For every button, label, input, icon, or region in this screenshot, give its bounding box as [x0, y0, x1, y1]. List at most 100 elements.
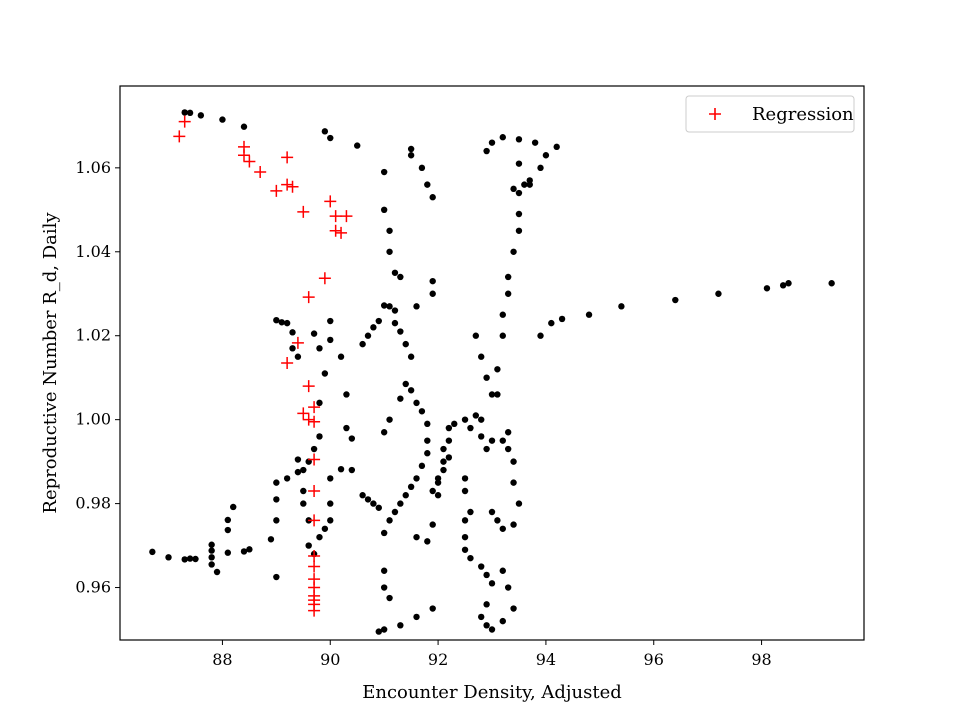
data-point [521, 181, 528, 188]
data-point [305, 542, 312, 549]
data-point [273, 496, 280, 503]
data-point [181, 556, 188, 563]
regression-point [297, 205, 310, 218]
data-point [402, 492, 409, 499]
data-point [391, 269, 399, 276]
plot-background [120, 86, 864, 640]
data-point [407, 387, 415, 394]
data-point [478, 563, 485, 570]
regression-point [308, 550, 321, 563]
data-point [267, 536, 275, 543]
y-tick-label: 1.04 [75, 242, 111, 261]
data-point [542, 152, 550, 159]
data-point [391, 508, 399, 516]
data-point [515, 189, 523, 197]
data-point [273, 316, 280, 324]
data-point [478, 433, 485, 440]
data-point [327, 500, 334, 507]
data-point [445, 424, 453, 432]
data-point [515, 500, 523, 507]
data-point [300, 500, 307, 507]
data-point [515, 227, 523, 234]
data-point [364, 332, 372, 339]
regression-point [308, 514, 321, 527]
data-point [370, 324, 377, 331]
data-point [240, 548, 248, 555]
data-point [273, 479, 280, 486]
data-point [283, 475, 291, 482]
data-point [386, 303, 393, 310]
regression-point [291, 336, 304, 349]
regression-point [302, 380, 315, 393]
data-point [494, 517, 501, 524]
data-point [278, 319, 285, 326]
data-point [499, 311, 506, 318]
data-point [424, 437, 431, 444]
regression-point [308, 560, 321, 573]
data-point [246, 546, 253, 553]
data-point [779, 282, 787, 289]
data-point [828, 280, 835, 287]
data-point [537, 332, 544, 339]
data-point [429, 277, 436, 285]
data-point [488, 508, 496, 516]
data-points [149, 109, 835, 635]
data-point [461, 533, 469, 541]
data-point [343, 391, 350, 398]
data-point [386, 248, 393, 255]
data-point [504, 445, 512, 453]
regression-point [281, 357, 294, 369]
data-point [337, 353, 345, 360]
x-axis-ticks: 88 90 92 94 96 98 [212, 640, 772, 669]
data-point [348, 435, 356, 442]
y-tick-label: 1.00 [75, 410, 111, 429]
data-point [478, 613, 485, 621]
regression-point [270, 184, 283, 197]
data-point [537, 164, 544, 172]
data-point [359, 492, 366, 499]
data-point [310, 330, 318, 337]
legend-label-regression: Regression [752, 104, 854, 125]
data-point [327, 517, 334, 524]
data-point [391, 319, 399, 327]
data-point [407, 145, 415, 153]
data-point [273, 573, 280, 581]
x-tick-label: 88 [212, 650, 232, 669]
data-point [375, 628, 382, 635]
data-point [327, 475, 334, 482]
legend-marker-regression [709, 108, 721, 120]
data-point [548, 319, 555, 327]
data-point [380, 429, 388, 436]
data-point [343, 424, 350, 432]
data-point [483, 374, 490, 381]
data-point [461, 416, 469, 423]
data-point [413, 399, 420, 407]
data-point [316, 399, 323, 407]
data-point [445, 454, 453, 461]
data-point [510, 185, 517, 193]
data-point [397, 500, 404, 507]
data-point [424, 450, 431, 457]
data-point [273, 517, 280, 524]
data-point [380, 529, 388, 537]
data-point [219, 116, 226, 123]
regression-point [308, 485, 321, 498]
data-point [208, 561, 215, 568]
data-point [289, 329, 296, 336]
x-tick-label: 94 [536, 650, 556, 669]
data-point [488, 139, 496, 146]
data-point [294, 456, 302, 463]
data-point [370, 500, 377, 507]
data-point [359, 340, 366, 348]
data-point [510, 521, 517, 528]
regression-point [281, 178, 294, 191]
data-point [165, 554, 172, 561]
data-point [354, 142, 361, 149]
data-point [515, 160, 523, 167]
regression-point [297, 407, 310, 420]
regression-point [308, 401, 321, 414]
data-point [483, 601, 490, 608]
data-point [386, 594, 393, 602]
data-point [504, 429, 512, 436]
data-point [413, 475, 420, 482]
